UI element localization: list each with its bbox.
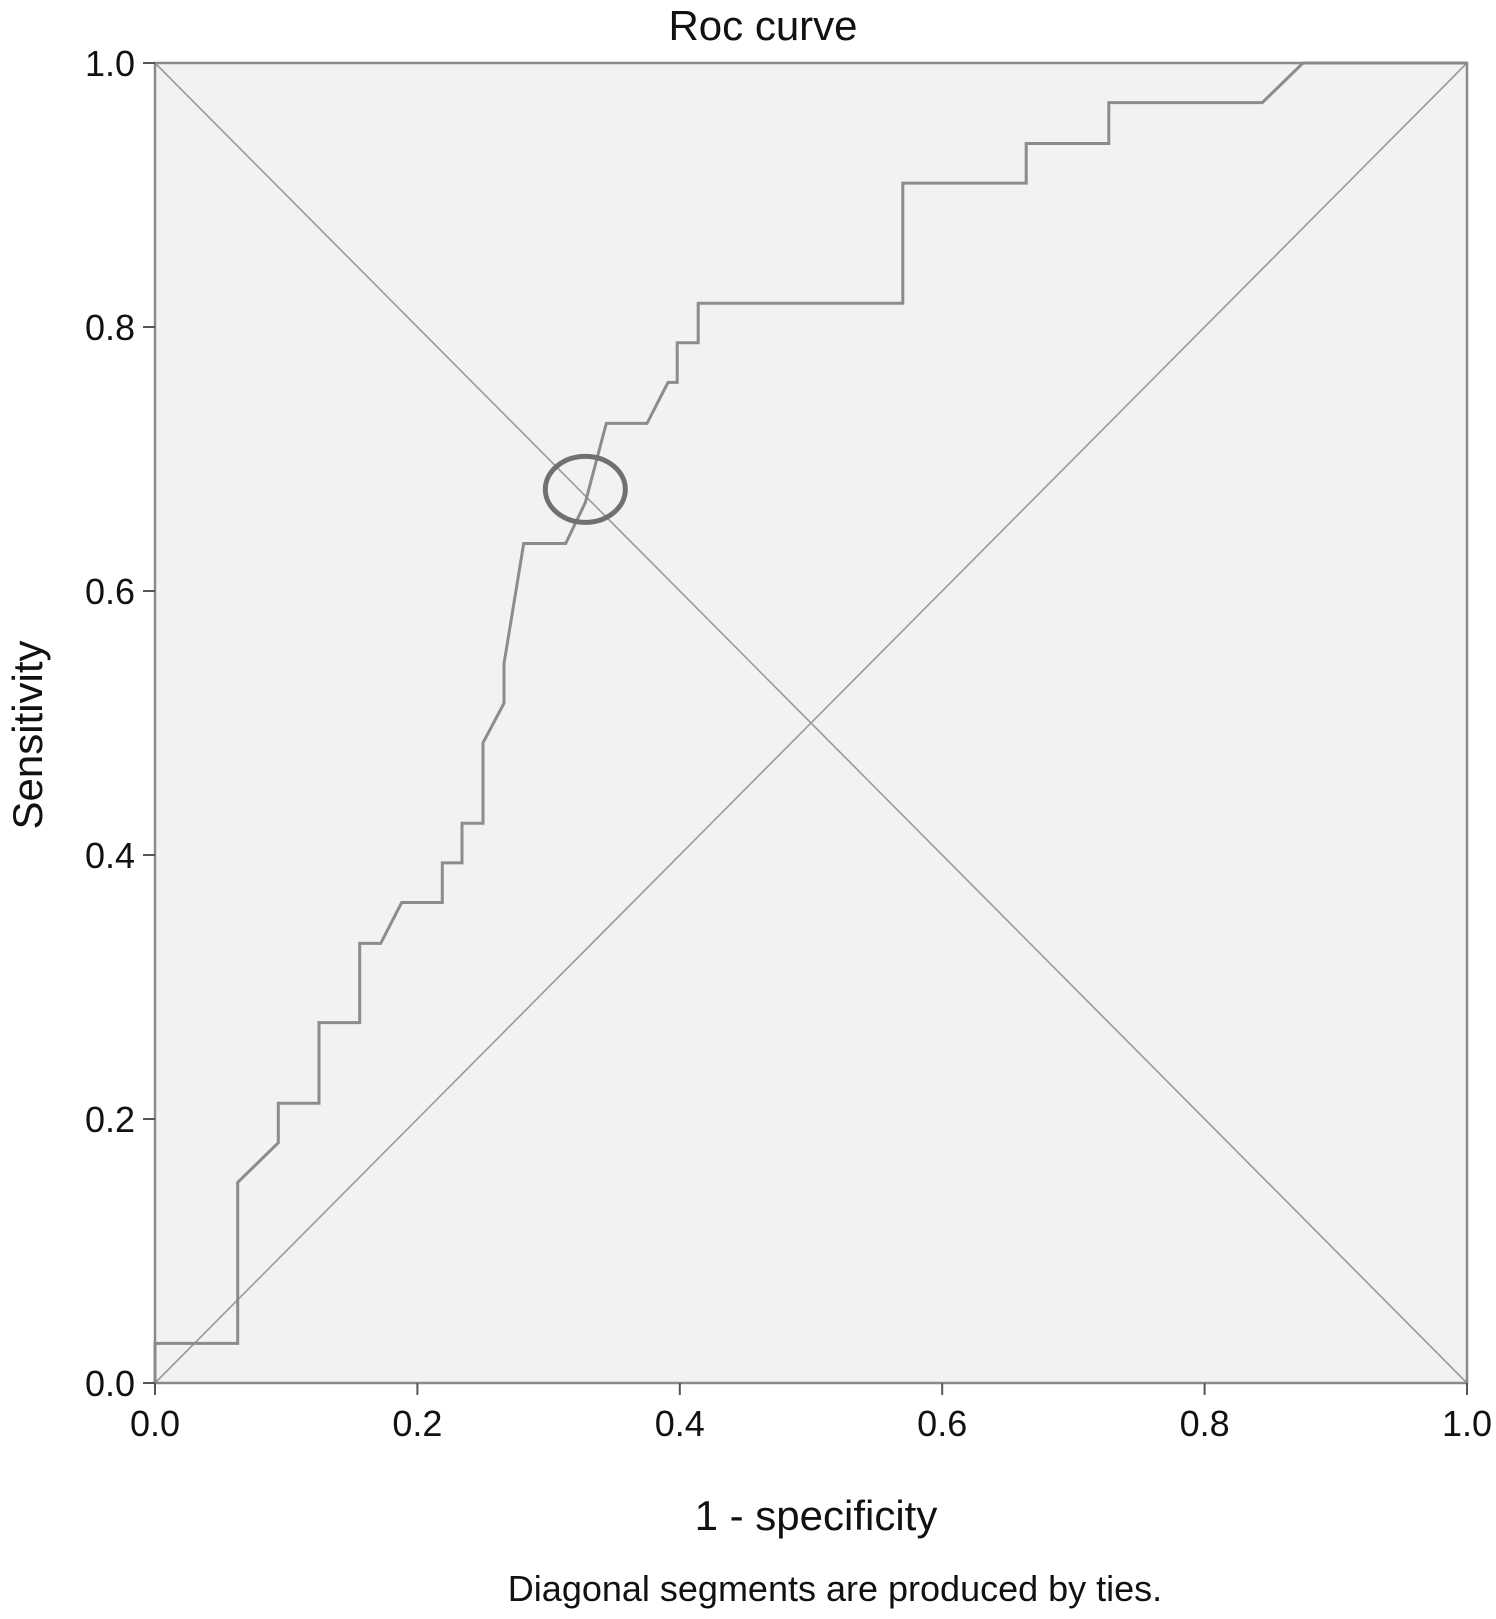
y-tick-label: 0.6 xyxy=(85,571,135,612)
roc-curve-line xyxy=(153,61,1467,1383)
chart-footnote: Diagonal segments are produced by ties. xyxy=(508,1568,1162,1609)
x-tick-label: 0.4 xyxy=(655,1403,705,1444)
x-tick-label: 0.6 xyxy=(917,1403,967,1444)
x-tick-label: 0.2 xyxy=(392,1403,442,1444)
y-tick-label: 0.4 xyxy=(85,835,135,876)
x-tick-label: 0.0 xyxy=(130,1403,180,1444)
chart-title: Roc curve xyxy=(668,2,857,49)
x-tick-label: 1.0 xyxy=(1442,1403,1492,1444)
y-tick-label: 0.0 xyxy=(85,1363,135,1404)
y-tick-label: 0.2 xyxy=(85,1099,135,1140)
cutoff-circle-marker xyxy=(542,453,628,525)
plot-frame xyxy=(153,61,1469,1385)
cross-diagonal-line xyxy=(154,62,1468,1384)
y-axis-label: Sensitivity xyxy=(4,640,51,829)
x-tick-label: 0.8 xyxy=(1180,1403,1230,1444)
y-tick-label: 0.8 xyxy=(85,307,135,348)
x-axis-label: 1 - specificity xyxy=(695,1492,938,1539)
y-tick-label: 1.0 xyxy=(85,43,135,84)
